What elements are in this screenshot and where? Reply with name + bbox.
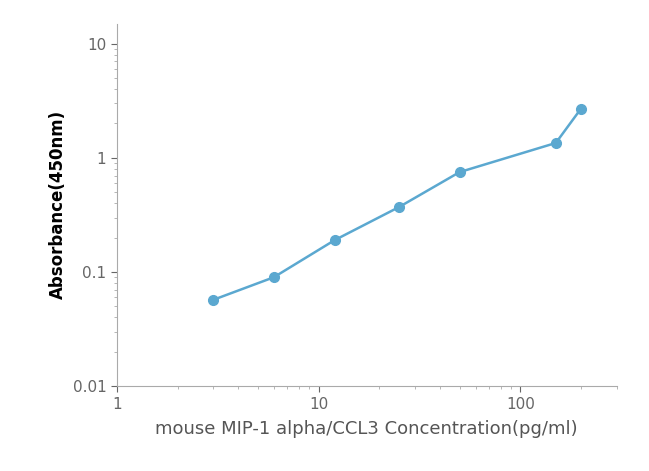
X-axis label: mouse MIP-1 alpha/CCL3 Concentration(pg/ml): mouse MIP-1 alpha/CCL3 Concentration(pg/… <box>155 420 578 438</box>
Y-axis label: Absorbance(450nm): Absorbance(450nm) <box>49 110 67 300</box>
